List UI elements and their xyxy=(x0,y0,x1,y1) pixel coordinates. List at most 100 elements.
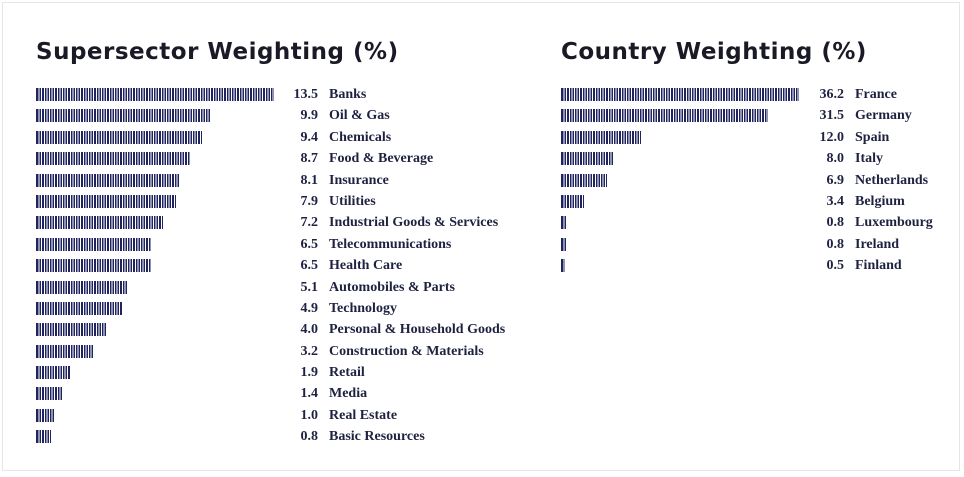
bar-row: 4.9 Technology xyxy=(36,299,536,320)
bar-row: 6.9 Netherlands xyxy=(561,171,951,192)
category-label: Personal & Household Goods xyxy=(329,322,506,338)
value-label: 0.8 xyxy=(826,236,845,252)
bar xyxy=(36,430,52,444)
bar-row: 0.8 Ireland xyxy=(561,235,951,256)
bar xyxy=(561,237,568,251)
bar-row: 1.9 Retail xyxy=(36,363,536,384)
value-label: 36.2 xyxy=(819,87,845,102)
bar-row: 12.0 Spain xyxy=(561,128,951,149)
bar xyxy=(36,280,127,294)
value-label: 1.4 xyxy=(300,386,319,402)
category-label: Luxembourg xyxy=(855,215,933,231)
category-label: Construction & Materials xyxy=(329,343,484,359)
value-label: 7.9 xyxy=(300,193,319,209)
category-label: Spain xyxy=(855,129,890,145)
value-label: 6.5 xyxy=(300,236,319,252)
bar-row: 9.4 Chemicals xyxy=(36,128,536,149)
bar-row: 5.1 Automobiles & Parts xyxy=(36,278,536,299)
value-label: 4.9 xyxy=(300,300,319,316)
value-label: 13.5 xyxy=(293,87,319,102)
category-label: Food & Beverage xyxy=(329,151,434,167)
category-label: Insurance xyxy=(329,172,389,188)
bar-row: 13.5 Banks xyxy=(36,85,536,106)
category-label: Chemicals xyxy=(329,129,392,145)
value-label: 8.1 xyxy=(300,172,319,188)
category-label: Real Estate xyxy=(329,407,398,423)
bar xyxy=(561,259,566,273)
bar xyxy=(561,88,799,101)
category-label: Finland xyxy=(855,258,902,274)
bar-row: 1.0 Real Estate xyxy=(36,406,536,427)
value-label: 5.1 xyxy=(300,279,319,295)
country-panel: Country Weighting (%) 36.2 France 31.5 Germ… xyxy=(561,37,951,278)
country-bars: 36.2 France 31.5 Germany 12.0 Spain 8.0 Italy 6.… xyxy=(561,85,951,278)
country-title: Country Weighting (%) xyxy=(561,39,867,65)
category-label: Oil & Gas xyxy=(329,108,390,124)
category-label: Ireland xyxy=(855,236,900,252)
bar-row: 3.2 Construction & Materials xyxy=(36,342,536,363)
supersector-title: Supersector Weighting (%) xyxy=(36,39,399,65)
bar-row: 31.5 Germany xyxy=(561,106,951,127)
bar xyxy=(561,130,641,144)
bar-row: 7.2 Industrial Goods & Services xyxy=(36,213,536,234)
category-label: Industrial Goods & Services xyxy=(329,215,499,231)
bar xyxy=(36,323,108,337)
bar-row: 0.5 Finland xyxy=(561,256,951,277)
value-label: 8.7 xyxy=(300,151,319,167)
value-label: 1.9 xyxy=(300,365,319,381)
bar xyxy=(36,408,55,422)
value-label: 6.9 xyxy=(826,172,845,188)
bar xyxy=(36,301,124,315)
bar-row: 8.0 Italy xyxy=(561,149,951,170)
bar xyxy=(36,109,211,123)
category-label: Netherlands xyxy=(855,172,929,188)
category-label: Technology xyxy=(329,300,397,316)
value-label: 6.5 xyxy=(300,258,319,274)
bar xyxy=(561,216,568,230)
bar xyxy=(36,259,152,273)
bar-row: 6.5 Health Care xyxy=(36,256,536,277)
category-label: Health Care xyxy=(329,258,403,274)
category-label: Retail xyxy=(329,365,365,381)
value-label: 1.0 xyxy=(300,407,319,423)
bar-row: 4.0 Personal & Household Goods xyxy=(36,320,536,341)
bar-row: 6.5 Telecommunications xyxy=(36,235,536,256)
category-label: France xyxy=(855,87,897,102)
value-label: 9.9 xyxy=(300,108,319,124)
category-label: Media xyxy=(329,386,368,402)
bar xyxy=(36,216,164,230)
supersector-bars: 13.5 Banks 9.9 Oil & Gas 9.4 Chemicals 8.7 Food… xyxy=(36,85,536,449)
category-label: Telecommunications xyxy=(329,236,452,252)
chart-frame: Supersector Weighting (%) 13.5 Banks 9.9 Oi… xyxy=(2,2,960,471)
value-label: 8.0 xyxy=(826,151,845,167)
bar-row: 8.7 Food & Beverage xyxy=(36,149,536,170)
bar-row: 3.4 Belgium xyxy=(561,192,951,213)
value-label: 0.8 xyxy=(300,429,319,445)
bar-row: 36.2 France xyxy=(561,85,951,106)
category-label: Banks xyxy=(329,87,367,102)
value-label: 0.5 xyxy=(826,258,845,274)
value-label: 4.0 xyxy=(300,322,319,338)
value-label: 3.2 xyxy=(300,343,319,359)
bar xyxy=(36,88,274,101)
bar xyxy=(561,152,615,166)
bar-row: 8.1 Insurance xyxy=(36,171,536,192)
value-label: 3.4 xyxy=(826,193,845,209)
value-label: 12.0 xyxy=(819,129,845,145)
bar-row: 7.9 Utilities xyxy=(36,192,536,213)
bar xyxy=(561,173,608,187)
category-label: Germany xyxy=(855,108,912,124)
bar xyxy=(36,194,176,208)
bar xyxy=(36,387,62,401)
bar xyxy=(36,152,190,166)
category-label: Automobiles & Parts xyxy=(329,279,455,295)
bar xyxy=(36,366,71,380)
category-label: Basic Resources xyxy=(329,429,425,445)
value-label: 7.2 xyxy=(300,215,319,231)
bar xyxy=(36,173,180,187)
bar xyxy=(36,344,94,358)
bar xyxy=(561,109,769,123)
bar-row: 9.9 Oil & Gas xyxy=(36,106,536,127)
value-label: 0.8 xyxy=(826,215,845,231)
bar-row: 1.4 Media xyxy=(36,384,536,405)
